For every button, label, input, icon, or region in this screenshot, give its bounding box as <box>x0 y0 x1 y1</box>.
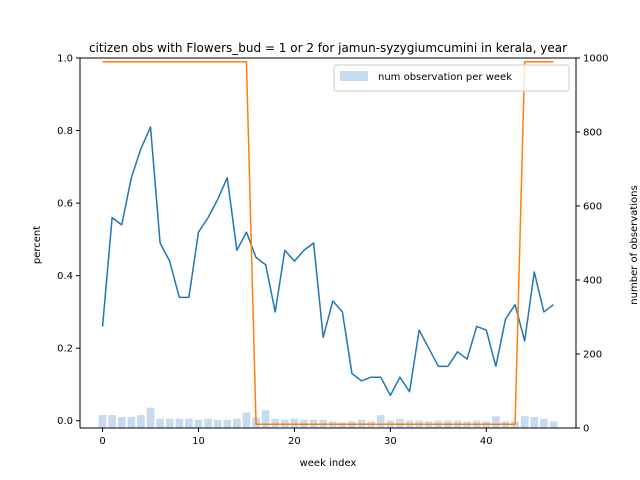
bar <box>108 415 116 428</box>
x-tick-label: 10 <box>192 436 205 447</box>
x-tick-label: 40 <box>480 436 493 447</box>
bar <box>223 419 232 428</box>
bar <box>156 418 164 428</box>
bar <box>127 416 136 428</box>
bar <box>261 410 270 428</box>
bar <box>492 416 500 428</box>
bar <box>530 416 539 428</box>
y-tick-label: 0.6 <box>57 199 73 210</box>
bar <box>376 415 385 428</box>
legend-swatch <box>340 71 368 81</box>
axes <box>79 57 577 429</box>
bar <box>540 418 548 428</box>
x-tick-label: 30 <box>384 436 397 447</box>
bar <box>520 416 529 428</box>
y2-tick-label: 400 <box>583 276 602 287</box>
bar <box>290 418 299 428</box>
y2-tick-label: 800 <box>583 128 602 139</box>
bar <box>233 418 241 428</box>
legend-box <box>333 64 570 92</box>
chart-title: citizen obs with Flowers_bud = 1 or 2 fo… <box>89 41 567 55</box>
y2-axis-label: number of observations <box>629 185 640 304</box>
ticks: 0 10 20 30 40 0.0 0.2 0.4 0.6 0.8 1.0 0 200 400 600 800… <box>57 54 608 448</box>
bar <box>117 416 126 428</box>
bar <box>146 407 155 428</box>
bar <box>137 415 145 428</box>
y2-tick-label: 600 <box>583 202 602 213</box>
bar <box>204 418 212 428</box>
bar <box>194 419 203 428</box>
legend: num observation per week <box>333 64 570 92</box>
y-tick-label: 0.4 <box>57 271 73 282</box>
y2-tick-label: 0 <box>583 424 589 435</box>
y-axis-label: percent <box>32 226 43 264</box>
y-tick-label: 0.8 <box>57 126 73 137</box>
x-tick-label: 20 <box>288 436 301 447</box>
bar <box>549 421 558 428</box>
series-line-1 <box>101 126 554 397</box>
bar <box>98 415 107 428</box>
series-line-2 <box>102 60 554 426</box>
y-tick-label: 1.0 <box>57 54 73 65</box>
y-tick-label: 0.2 <box>57 344 73 355</box>
y-tick-label: 0.0 <box>57 416 73 427</box>
bar <box>165 418 174 428</box>
y2-tick-label: 200 <box>583 350 602 361</box>
y2-tick-label: 1000 <box>583 54 608 65</box>
x-axis-label: week index <box>300 458 357 469</box>
bar <box>396 418 404 428</box>
bar <box>175 418 184 428</box>
bar <box>271 418 280 428</box>
bar <box>242 412 251 428</box>
x-tick-label: 0 <box>99 436 105 447</box>
bar <box>338 422 347 428</box>
legend-label: num observation per week <box>378 72 512 83</box>
bar <box>185 418 193 428</box>
line-series-group <box>101 60 554 426</box>
bar <box>213 419 222 428</box>
